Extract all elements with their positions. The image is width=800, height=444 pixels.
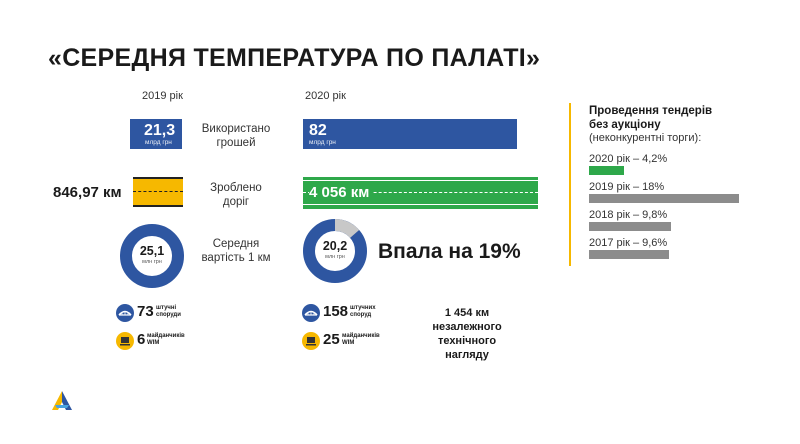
structures-2020 [302, 303, 324, 323]
cost-2019-ring: 25,1 млн грн [120, 224, 184, 288]
legend-header: Проведення тендерів без аукціону (неконк… [589, 104, 789, 144]
money-2020-unit: млрд грн [309, 139, 336, 146]
wim-2019-unit-line1: майданчиків [147, 333, 185, 339]
structures-2020-unit-line1: штучних [350, 305, 376, 311]
bridge-icon [302, 304, 320, 322]
cost-2020-ring: 20,2 млн грн [303, 218, 367, 283]
wim-2020-unit-line2: WIM [342, 339, 355, 346]
structures-2019-unit-line1: штучні [156, 305, 177, 311]
cost-2019-value: 25,1 [139, 244, 165, 258]
money-2020-value: 82 [309, 122, 327, 139]
legend-item-label: 2018 рік – 9,8% [589, 209, 668, 221]
wim-2019-unit-line2: WIM [147, 339, 160, 346]
wim-2020-count: 25 [323, 331, 340, 348]
wim-2019 [116, 331, 138, 351]
bridge-icon [116, 304, 134, 322]
logo-icon [50, 389, 74, 413]
structures-2020-unit: штучних споруд [350, 305, 376, 318]
cost-label-line1: Середня [212, 238, 260, 250]
legend-bar [589, 250, 669, 259]
legend-title-line2: без аукціону [589, 119, 661, 131]
supervision-line1: 1 454 км [444, 307, 490, 319]
year-2019-label: 2019 рік [142, 90, 183, 102]
legend-title-line1: Проведення тендерів [589, 105, 713, 117]
truck-scale-icon [302, 332, 320, 350]
cost-2020-value: 20,2 [322, 239, 348, 253]
roads-2020-value: 4 056 км [309, 184, 373, 201]
cost-2019-unit: млн грн [142, 259, 162, 265]
money-2019-bar: 21,3 млрд грн [130, 119, 182, 149]
page-title: «СЕРЕДНЯ ТЕМПЕРАТУРА ПО ПАЛАТІ» [48, 44, 541, 72]
cost-2020-ring-graphic [303, 218, 367, 283]
roads-label: Зроблено доріг [181, 181, 291, 209]
legend-bar [589, 166, 624, 175]
legend-item-label: 2020 рік – 4,2% [589, 153, 668, 165]
structures-2020-count: 158 [323, 303, 349, 320]
supervision-line2: незалежного [432, 321, 502, 333]
structures-2019-count: 73 [137, 303, 154, 320]
legend-item-label: 2017 рік – 9,6% [589, 237, 668, 249]
cost-2020-unit: млн грн [325, 254, 345, 260]
wim-2020-unit-line1: майданчиків [342, 333, 380, 339]
year-2020-label: 2020 рік [305, 90, 346, 102]
roads-label-line2: доріг [222, 196, 250, 208]
road-2019-center-line [133, 191, 183, 192]
road-2020-edge-top [303, 180, 538, 181]
roads-2019-bar [133, 177, 183, 207]
money-label: Використано грошей [181, 122, 291, 150]
supervision-line4: нагляду [445, 349, 489, 361]
money-2019-value: 21,3 [144, 122, 176, 139]
wim-2020 [302, 331, 324, 351]
road-2020-center-line [303, 192, 538, 193]
money-2020-bar: 82 млрд грн [303, 119, 517, 149]
wim-2019-unit: майданчиків WIM [147, 333, 185, 346]
cost-label-line2: вартість 1 км [201, 252, 271, 264]
legend-bar [589, 222, 671, 231]
roads-2020-bar: 4 056 км [303, 177, 538, 209]
cost-label: Середня вартість 1 км [181, 237, 291, 265]
roads-label-line1: Зроблено [210, 182, 262, 194]
structures-2019-unit-line2: споруди [156, 311, 181, 318]
structures-2020-unit-line2: споруд [350, 311, 372, 318]
wim-2019-count: 6 [137, 331, 146, 348]
legend-divider [569, 103, 571, 266]
supervision-text: 1 454 км незалежного технічного нагляду [424, 306, 510, 362]
money-2019-unit: млрд грн [145, 139, 172, 146]
cost-drop-text: Впала на 19% [378, 240, 521, 263]
cost-2019-ring-graphic [120, 224, 184, 288]
structures-2019 [116, 303, 138, 323]
wim-2020-unit: майданчиків WIM [342, 333, 380, 346]
structures-2019-unit: штучні споруди [156, 305, 181, 318]
roads-2019-value: 846,97 км [53, 184, 122, 201]
legend-item-label: 2019 рік – 18% [589, 181, 665, 193]
money-label-line1: Використано [201, 123, 271, 135]
supervision-line3: технічного [437, 335, 497, 347]
road-2020-edge-bottom [303, 204, 538, 205]
truck-scale-icon [116, 332, 134, 350]
legend-bar [589, 194, 739, 203]
money-label-line2: грошей [216, 137, 256, 149]
legend-subtitle: (неконкурентні торги): [589, 132, 702, 144]
